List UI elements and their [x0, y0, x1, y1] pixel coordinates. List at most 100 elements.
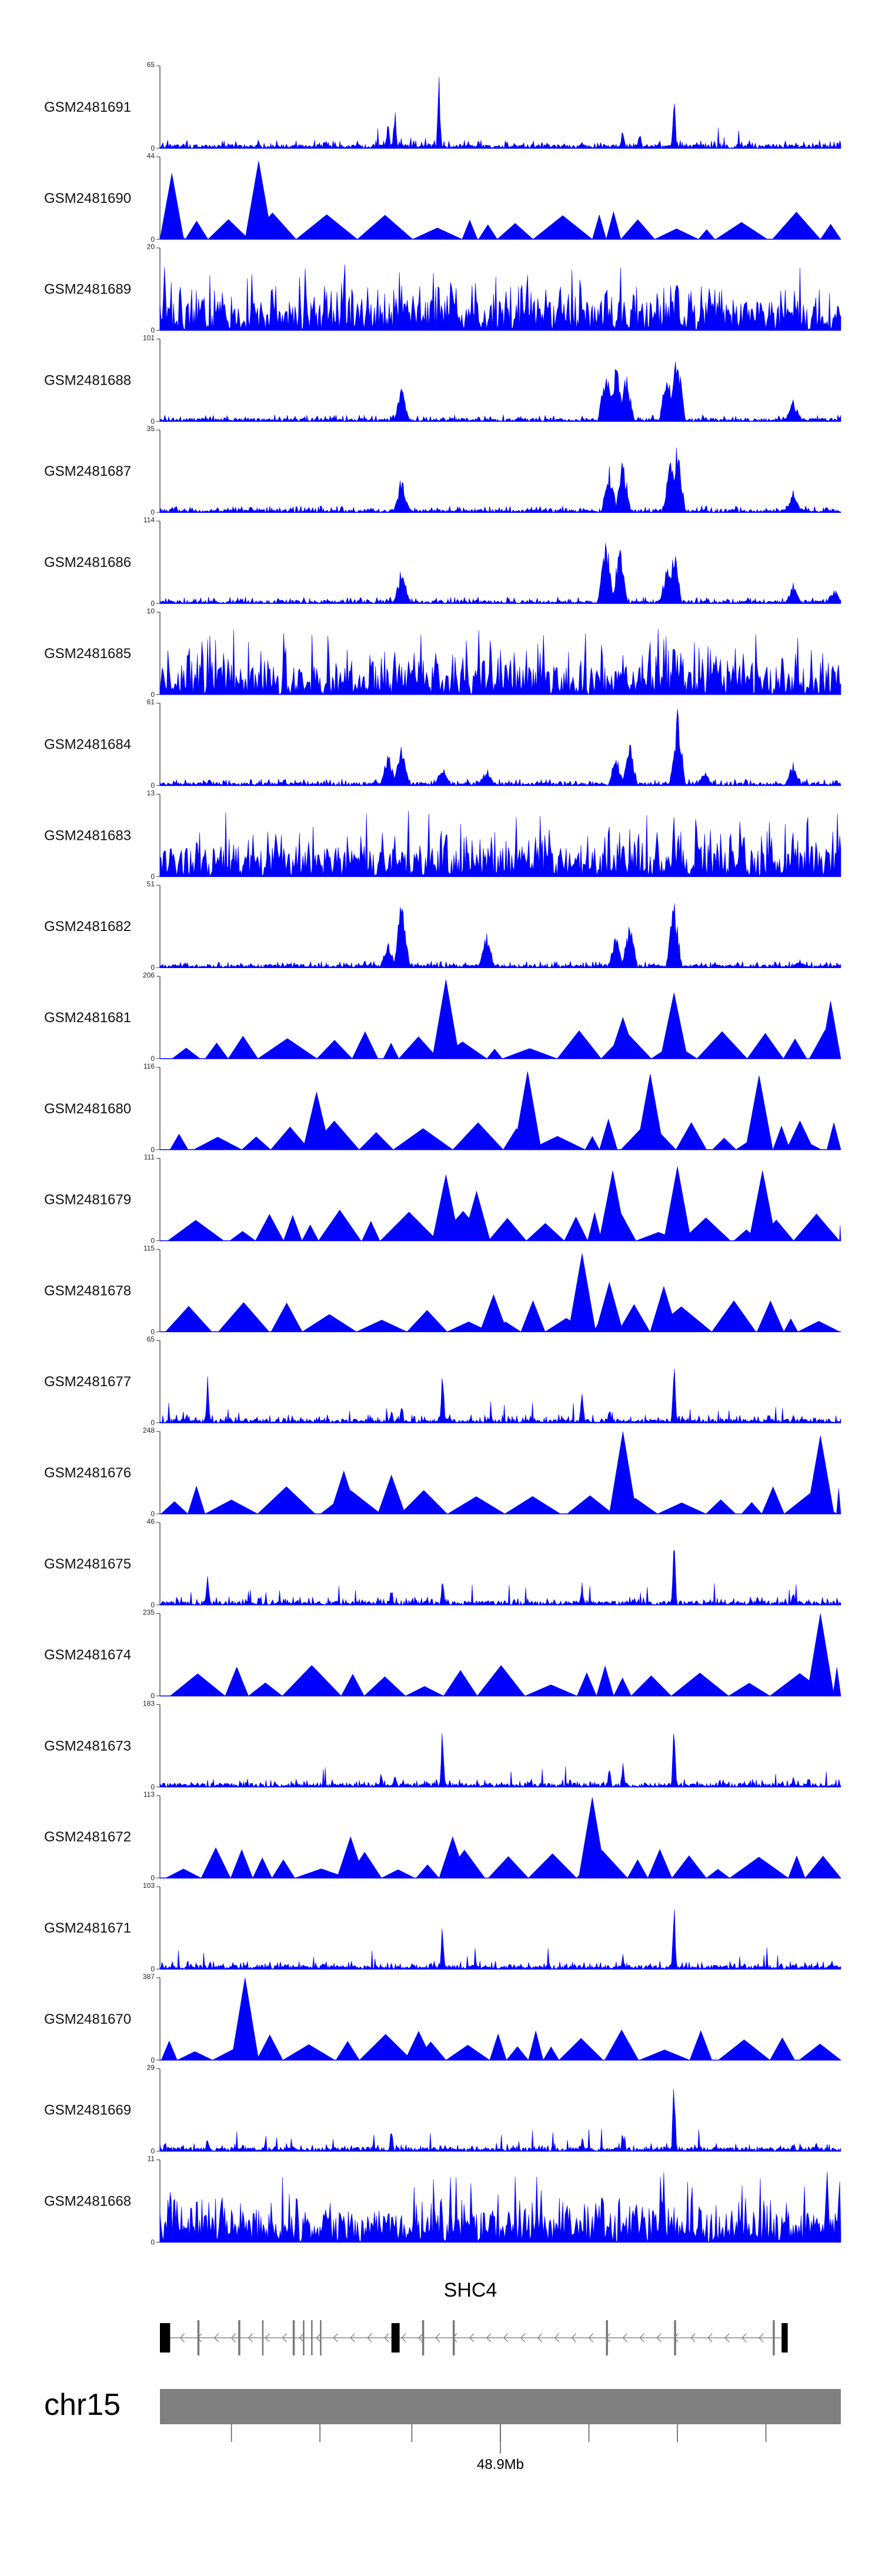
coverage-series	[159, 2171, 841, 2243]
gene-exon	[422, 2320, 425, 2355]
y-axis-min-label: 0	[151, 1965, 155, 1973]
strand-arrow	[230, 2333, 236, 2343]
track-GSM2481671: GSM2481671 103 0	[44, 1881, 841, 1973]
strand-arrow	[758, 2333, 764, 2343]
strand-arrow	[384, 2333, 389, 2343]
track-GSM2481672: GSM2481672 113 0	[44, 1790, 841, 1882]
track-label: GSM2481674	[44, 1647, 131, 1663]
track-label: GSM2481670	[44, 2011, 131, 2027]
track-GSM2481678: GSM2481678 115 0	[44, 1244, 841, 1336]
gene-exon	[238, 2320, 240, 2355]
strand-arrow	[333, 2333, 338, 2343]
track-GSM2481668: GSM2481668 11 0	[44, 2154, 841, 2246]
strand-arrow	[520, 2333, 526, 2343]
track-GSM2481670: GSM2481670 387 0	[44, 1973, 841, 2064]
gene-name-label: SHC4	[444, 2279, 497, 2301]
track-GSM2481669: GSM2481669 29 0	[44, 2064, 841, 2155]
track-GSM2481684: GSM2481684 61 0	[44, 698, 841, 790]
y-axis-max-label: 113	[143, 1790, 155, 1798]
coverage-tracks: GSM2481691650GSM2481690440GSM2481689200G…	[44, 61, 841, 2246]
genomic-coordinate-label: 48.9Mb	[477, 2457, 524, 2472]
strand-arrow	[265, 2333, 270, 2343]
y-axis-max-label: 13	[147, 789, 155, 797]
track-label: GSM2481669	[44, 2103, 131, 2118]
y-axis-max-label: 10	[147, 607, 155, 615]
track-GSM2481681: GSM2481681 206 0	[44, 971, 841, 1063]
y-axis-min-label: 0	[151, 2238, 155, 2246]
y-axis-min-label: 0	[151, 872, 155, 880]
gene-exon	[311, 2320, 313, 2355]
y-axis-min-label: 0	[151, 1692, 155, 1700]
y-axis-min-label: 0	[151, 599, 155, 608]
gene-exon	[773, 2320, 775, 2355]
strand-arrow	[724, 2333, 730, 2343]
gene-exon	[452, 2320, 455, 2355]
track-label: GSM2481681	[44, 1010, 131, 1026]
track-GSM2481683: GSM2481683 13 0	[44, 789, 841, 880]
gene-exon	[391, 2323, 400, 2353]
strand-arrow	[350, 2333, 355, 2343]
coverage-series	[159, 629, 841, 695]
chromosome-ideogram: chr15 48.9Mb	[44, 2388, 841, 2472]
track-GSM2481677: GSM2481677 65 0	[44, 1335, 841, 1427]
track-label: GSM2481690	[44, 191, 131, 206]
strand-arrow	[554, 2333, 560, 2343]
coverage-series	[159, 2088, 841, 2152]
strand-arrow	[486, 2333, 492, 2343]
strand-arrow	[213, 2333, 219, 2343]
y-axis-min-label: 0	[151, 1874, 155, 1882]
gene-exon	[292, 2320, 295, 2355]
track-GSM2481676: GSM2481676 248 0	[44, 1426, 841, 1518]
track-GSM2481689: GSM2481689 20 0	[44, 243, 841, 335]
coverage-series	[159, 264, 841, 331]
coverage-series	[161, 1977, 841, 2061]
y-axis-min-label: 0	[151, 1783, 155, 1791]
y-axis-min-label: 0	[151, 2147, 155, 2155]
coverage-series	[159, 543, 841, 605]
coverage-series	[165, 1797, 841, 1878]
y-axis-min-label: 0	[151, 690, 155, 699]
y-axis-min-label: 0	[151, 1510, 155, 1518]
track-GSM2481682: GSM2481682 51 0	[44, 880, 841, 972]
track-GSM2481674: GSM2481674 235 0	[44, 1609, 841, 1700]
coverage-series	[159, 448, 841, 513]
strand-arrow	[469, 2333, 475, 2343]
track-label: GSM2481684	[44, 737, 131, 753]
gene-exon	[606, 2320, 608, 2355]
y-axis-max-label: 235	[143, 1609, 155, 1617]
gene-model	[160, 2320, 788, 2355]
strand-arrow	[401, 2333, 406, 2343]
coverage-series	[172, 979, 841, 1059]
strand-arrow	[707, 2333, 713, 2343]
y-axis-max-label: 11	[148, 2154, 155, 2163]
coverage-series	[159, 810, 841, 877]
y-axis-max-label: 35	[147, 425, 155, 433]
track-GSM2481688: GSM2481688 101 0	[44, 333, 841, 425]
y-axis-min-label: 0	[151, 1327, 155, 1336]
genomic-axis-ticks	[230, 2424, 767, 2454]
gene-exon	[320, 2320, 322, 2355]
strand-arrow	[690, 2333, 696, 2343]
y-axis-max-label: 101	[143, 333, 155, 342]
chromosome-bar	[160, 2389, 841, 2424]
strand-arrow	[435, 2333, 440, 2343]
y-axis-max-label: 116	[143, 1062, 155, 1070]
coverage-series	[159, 903, 841, 969]
y-axis-max-label: 51	[147, 880, 155, 888]
gene-track: SHC4	[160, 2279, 788, 2355]
strand-arrow	[316, 2333, 321, 2343]
y-axis-min-label: 0	[151, 1146, 155, 1154]
y-axis-max-label: 248	[143, 1426, 155, 1434]
y-axis-min-label: 0	[151, 1055, 155, 1063]
y-axis-max-label: 65	[147, 1335, 155, 1343]
track-label: GSM2481686	[44, 555, 131, 570]
y-axis-min-label: 0	[151, 417, 155, 425]
strand-arrow	[571, 2333, 577, 2343]
track-GSM2481691: GSM2481691 65 0	[44, 61, 841, 152]
gene-exon	[160, 2323, 171, 2353]
y-axis-min-label: 0	[151, 508, 155, 516]
y-axis-max-label: 46	[147, 1517, 155, 1526]
track-label: GSM2481671	[44, 1920, 131, 1936]
